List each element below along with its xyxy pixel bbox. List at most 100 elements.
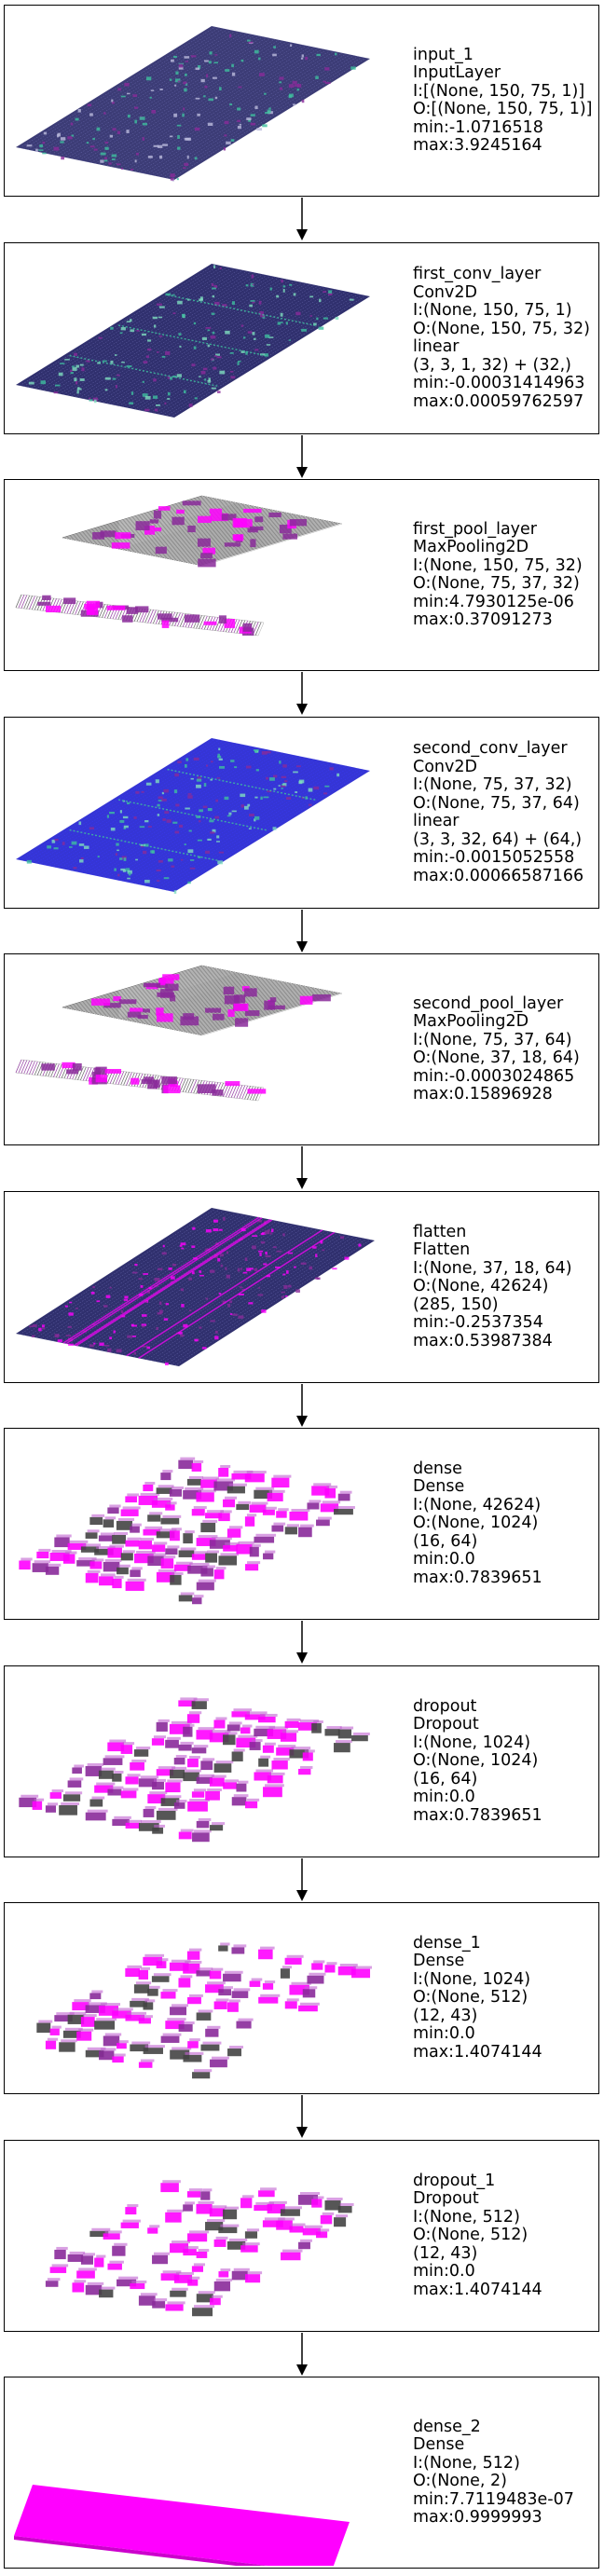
layer-type: Conv2D bbox=[413, 757, 477, 776]
layer-detail: (16, 64) bbox=[413, 1531, 478, 1551]
flow-arrow bbox=[296, 1621, 308, 1664]
layer-info: first_conv_layer Conv2D I:(None, 150, 75, … bbox=[413, 243, 590, 433]
layer-detail: (16, 64) bbox=[413, 1769, 478, 1788]
layer-detail: min:-0.0003024865 bbox=[413, 1066, 575, 1086]
layer-detail: O:(None, 42624) bbox=[413, 1277, 549, 1296]
layer-info: input_1 InputLayer I:[(None, 150, 75, 1)] O… bbox=[413, 6, 593, 196]
layer-name: dense bbox=[413, 1459, 462, 1478]
layer-detail: min:4.7930125e-06 bbox=[413, 592, 574, 611]
layer-box-first-conv-layer: first_conv_layer Conv2D I:(None, 150, 75, … bbox=[4, 242, 599, 434]
layer-box-dropout-1: dropout_1 Dropout I:(None, 512) O:(None, 51… bbox=[4, 2140, 599, 2332]
layer-detail: (12, 43) bbox=[413, 2243, 478, 2263]
layer-detail: I:(None, 37, 18, 64) bbox=[413, 1258, 572, 1278]
layer-name: first_conv_layer bbox=[413, 265, 542, 283]
layer-detail: max:1.4074144 bbox=[413, 2042, 542, 2062]
layer-detail: O:(None, 75, 37, 64) bbox=[413, 793, 580, 813]
layer-detail: max:0.00059762597 bbox=[413, 391, 584, 411]
layer-name: dropout bbox=[413, 1696, 477, 1716]
output-slab bbox=[14, 2485, 350, 2566]
layer-type: Dense bbox=[413, 2435, 465, 2454]
layer-info: second_pool_layer MaxPooling2D I:(None, 75… bbox=[413, 954, 580, 1144]
flow-arrow bbox=[296, 2333, 308, 2376]
layer-type: MaxPooling2D bbox=[413, 1012, 529, 1031]
layer-detail: I:(None, 42624) bbox=[413, 1495, 542, 1514]
layer-type: Conv2D bbox=[413, 282, 477, 302]
layer-detail: max:0.53987384 bbox=[413, 1331, 553, 1350]
layer-detail: min:0.0 bbox=[413, 1788, 475, 1807]
layer-info: second_conv_layer Conv2D I:(None, 75, 37, … bbox=[413, 718, 583, 908]
layer-name: flatten bbox=[413, 1222, 467, 1241]
flow-arrow bbox=[296, 1384, 308, 1427]
layer-info: dropout Dropout I:(None, 1024) O:(None, 102… bbox=[413, 1666, 542, 1857]
layer-name: dropout_1 bbox=[413, 2171, 496, 2190]
layer-detail: O:(None, 1024) bbox=[413, 1514, 539, 1533]
layer-detail: I:[(None, 150, 75, 1)] bbox=[413, 81, 585, 101]
layer-detail: min:7.7119483e-07 bbox=[413, 2489, 574, 2509]
layer-detail: I:(None, 75, 37, 64) bbox=[413, 1030, 572, 1049]
layer-detail: I:(None, 150, 75, 1) bbox=[413, 301, 572, 320]
layer-activation-visual bbox=[16, 264, 370, 418]
layer-activation-visual bbox=[15, 965, 343, 1102]
layer-activation-visual bbox=[16, 26, 370, 182]
layer-detail: max:0.9999993 bbox=[413, 2508, 542, 2527]
layer-detail: linear bbox=[413, 337, 460, 356]
layer-activation-visual bbox=[14, 2485, 350, 2566]
layer-detail: I:(None, 1024) bbox=[413, 1733, 531, 1752]
layer-box-dense: dense Dense I:(None, 42624) O:(None, 1024)(… bbox=[4, 1428, 599, 1620]
layer-detail: min:0.0 bbox=[413, 1550, 475, 1569]
layer-box-second-pool-layer: second_pool_layer MaxPooling2D I:(None, 75… bbox=[4, 953, 599, 1145]
layer-activation-visual bbox=[16, 738, 370, 894]
layer-detail: max:0.15896928 bbox=[413, 1085, 553, 1103]
layer-type: Dropout bbox=[413, 2189, 479, 2209]
layer-info: dropout_1 Dropout I:(None, 512) O:(None, 51… bbox=[413, 2141, 542, 2331]
layer-box-flatten: flatten Flatten I:(None, 37, 18, 64) O:(Non… bbox=[4, 1191, 599, 1383]
layer-info: dense_2 Dense I:(None, 512) O:(None, 2) min:… bbox=[413, 2377, 574, 2568]
layer-name: second_pool_layer bbox=[413, 993, 564, 1013]
flow-arrow bbox=[296, 910, 308, 952]
layer-type: Dense bbox=[413, 1952, 465, 1971]
layer-box-first-pool-layer: first_pool_layer MaxPooling2D I:(None, 150… bbox=[4, 479, 599, 671]
layer-detail: O:(None, 75, 37, 32) bbox=[413, 574, 580, 593]
layer-detail: linear bbox=[413, 812, 460, 830]
layer-info: first_pool_layer MaxPooling2D I:(None, 150… bbox=[413, 480, 583, 670]
layer-type: Dropout bbox=[413, 1715, 479, 1734]
layer-detail: O:(None, 512) bbox=[413, 1988, 528, 2007]
layer-detail: I:(None, 512) bbox=[413, 2453, 520, 2473]
flow-arrow bbox=[296, 1146, 308, 1189]
layer-detail: min:-0.00031414963 bbox=[413, 374, 585, 392]
layer-box-second-conv-layer: second_conv_layer Conv2D I:(None, 75, 37, … bbox=[4, 717, 599, 909]
layer-detail: O:(None, 2) bbox=[413, 2472, 507, 2490]
layer-detail: O:(None, 150, 75, 32) bbox=[413, 319, 590, 338]
flow-arrow bbox=[296, 2095, 308, 2138]
layer-box-dense-1: dense_1 Dense I:(None, 1024) O:(None, 512)(… bbox=[4, 1902, 599, 2094]
layer-detail: I:(None, 75, 37, 32) bbox=[413, 775, 572, 794]
layer-detail: max:0.37091273 bbox=[413, 610, 553, 629]
layer-detail: max:3.9245164 bbox=[413, 136, 542, 155]
layer-detail: (3, 3, 1, 32) + (32,) bbox=[413, 355, 571, 375]
layer-detail: min:0.0 bbox=[413, 2262, 475, 2281]
layer-activation-visual bbox=[16, 1208, 375, 1366]
layer-detail: max:0.7839651 bbox=[413, 1805, 542, 1825]
layer-name: dense_2 bbox=[413, 2417, 481, 2436]
layer-detail: I:(None, 1024) bbox=[413, 1969, 531, 1989]
layer-name: first_pool_layer bbox=[413, 519, 537, 539]
layer-detail: I:(None, 512) bbox=[413, 2207, 520, 2227]
layer-detail: min:-0.0015052558 bbox=[413, 848, 575, 867]
flow-arrow bbox=[296, 198, 308, 240]
layer-info: flatten Flatten I:(None, 37, 18, 64) O:(Non… bbox=[413, 1192, 572, 1382]
layer-detail: min:0.0 bbox=[413, 2024, 475, 2044]
layer-activation-visual bbox=[45, 2180, 354, 2317]
layer-name: dense_1 bbox=[413, 1933, 481, 1953]
layer-box-dense-2: dense_2 Dense I:(None, 512) O:(None, 2) min:… bbox=[4, 2377, 599, 2569]
flow-arrow bbox=[296, 435, 308, 478]
layer-detail: min:-0.2537354 bbox=[413, 1313, 543, 1333]
flow-arrow bbox=[296, 1858, 308, 1901]
layer-type: MaxPooling2D bbox=[413, 538, 529, 556]
layer-detail: I:(None, 150, 75, 32) bbox=[413, 555, 583, 575]
layer-detail: O:(None, 512) bbox=[413, 2226, 528, 2245]
layer-info: dense_1 Dense I:(None, 1024) O:(None, 512)(… bbox=[413, 1903, 542, 2093]
layer-box-dropout: dropout Dropout I:(None, 1024) O:(None, 102… bbox=[4, 1665, 599, 1857]
layer-detail: min:-1.0716518 bbox=[413, 117, 543, 137]
layer-box-input-1: input_1 InputLayer I:[(None, 150, 75, 1)] O… bbox=[4, 5, 599, 197]
layer-type: Flatten bbox=[413, 1240, 471, 1260]
